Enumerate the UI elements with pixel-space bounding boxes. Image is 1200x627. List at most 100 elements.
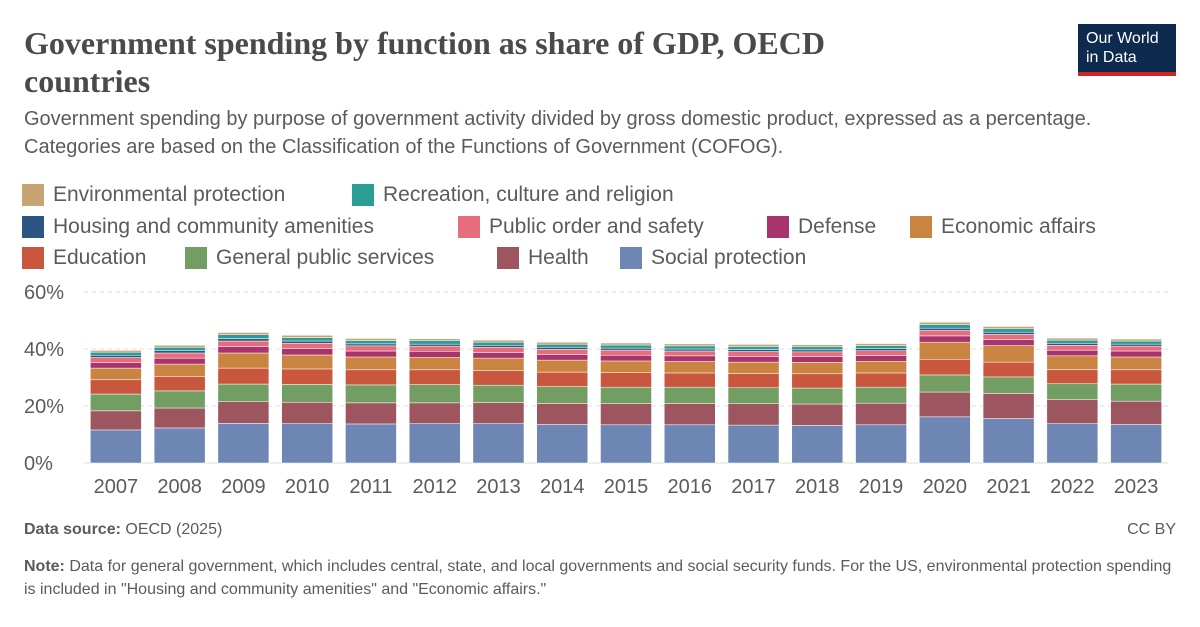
logo[interactable]: Our World in Data: [1078, 24, 1176, 76]
bar-segment: [408, 357, 461, 371]
bar-segment: [664, 361, 716, 374]
legend-swatch: [22, 184, 44, 206]
bar-segment: [664, 345, 716, 350]
bar-segment: [664, 386, 716, 404]
bar-segment: [217, 346, 270, 354]
legend-item[interactable]: Housing and community amenities: [22, 215, 374, 239]
bar-segment: [90, 379, 142, 395]
bar-segment: [153, 363, 206, 377]
legend-swatch: [22, 247, 44, 269]
legend-label: Public order and safety: [489, 215, 704, 238]
bar-segment: [153, 407, 206, 429]
x-tick-label: 2015: [604, 476, 649, 498]
legend-item[interactable]: Environmental protection: [22, 183, 285, 207]
bar-segment: [1110, 369, 1162, 385]
legend-item[interactable]: Economic affairs: [910, 215, 1096, 239]
bar-segment: [217, 338, 270, 342]
bar-segment: [408, 402, 461, 424]
bar-segment: [345, 356, 397, 371]
chart-title: Government spending by function as share…: [24, 25, 825, 99]
bar-segment: [855, 424, 907, 464]
bar-segment: [664, 424, 716, 464]
legend-swatch: [910, 216, 932, 238]
bar-segment: [919, 359, 971, 376]
legend-label: General public services: [216, 246, 435, 269]
bar-segment: [855, 345, 907, 349]
legend-label: Defense: [798, 215, 877, 238]
legend-label: Housing and community amenities: [53, 215, 374, 238]
bar-segment: [600, 355, 652, 362]
legend-swatch: [767, 216, 789, 238]
bar-segment: [855, 350, 907, 356]
legend-item[interactable]: Public order and safety: [458, 215, 704, 239]
bar-segment: [600, 424, 652, 464]
x-tick-label: 2018: [795, 476, 840, 498]
license[interactable]: CC BY: [1127, 521, 1176, 538]
bar-segment: [90, 350, 142, 353]
note: Note: Data for general government, which…: [24, 555, 1174, 601]
chart: 0% 20% 40% 60% 2007 2008 2009 2010 2011 2012 2013 2…: [24, 282, 1168, 498]
bar-segment: [536, 347, 588, 350]
bar-segment: [1110, 400, 1162, 425]
legend-label: Education: [53, 246, 147, 269]
bar-segment: [727, 373, 780, 389]
bar-segment: [472, 423, 525, 464]
legend-swatch: [497, 247, 519, 269]
bar-segment: [90, 429, 142, 464]
bar-segment: [919, 335, 971, 343]
bar-segment: [1110, 340, 1162, 345]
bar-segment: [345, 343, 397, 347]
bar-segment: [536, 386, 588, 404]
bar-segment: [855, 355, 907, 362]
legend-item[interactable]: Recreation, culture and religion: [352, 183, 674, 207]
y-tick-label: 0%: [24, 453, 53, 475]
bar-segment: [536, 359, 588, 373]
bar-segment: [153, 427, 206, 464]
bar-segment: [281, 384, 333, 403]
bar-segment: [90, 355, 142, 358]
bar-segment: [791, 373, 844, 389]
bar-segment: [600, 372, 652, 388]
bar-segment: [472, 347, 525, 353]
legend-item[interactable]: Social protection: [620, 246, 806, 270]
x-tick-label: 2023: [1114, 476, 1159, 498]
bar-segment: [90, 367, 142, 381]
bar-segment: [1110, 383, 1162, 402]
bar-segment: [1046, 345, 1099, 351]
bar-segment: [217, 340, 270, 347]
bar-segment: [919, 327, 971, 331]
legend-swatch: [620, 247, 642, 269]
bar-segment: [982, 393, 1035, 419]
x-tick-label: 2011: [349, 476, 392, 498]
bar-segment: [217, 401, 270, 424]
bar-segment: [1046, 369, 1099, 385]
bar-segment: [90, 351, 142, 356]
bar-segment: [727, 346, 780, 350]
bar-segment: [472, 384, 525, 403]
x-tick-label: 2007: [94, 476, 139, 498]
y-tick-label: 20%: [24, 396, 64, 418]
bar-segment: [536, 424, 588, 464]
bar-segment: [281, 348, 333, 356]
bar-segment: [919, 321, 971, 325]
bar-segment: [536, 349, 588, 355]
x-tick-label: 2019: [859, 476, 904, 498]
legend-item[interactable]: General public services: [185, 246, 434, 270]
bar-segment: [664, 343, 716, 347]
bar-segment: [1110, 356, 1162, 371]
bar-segment: [855, 402, 907, 426]
bar-segment: [153, 345, 206, 348]
legend-item[interactable]: Health: [497, 246, 589, 270]
bar-segment: [1110, 345, 1162, 352]
source-text[interactable]: OECD (2025): [125, 521, 223, 538]
bar-segment: [281, 423, 333, 464]
legend-item[interactable]: Education: [22, 246, 146, 270]
bar-segment: [600, 344, 652, 349]
bar-segment: [855, 372, 907, 388]
bar-segment: [1110, 350, 1162, 358]
bar-segment: [153, 390, 206, 409]
legend-item[interactable]: Defense: [767, 215, 876, 239]
legend-label: Health: [528, 246, 589, 269]
bar-segment: [982, 326, 1035, 330]
